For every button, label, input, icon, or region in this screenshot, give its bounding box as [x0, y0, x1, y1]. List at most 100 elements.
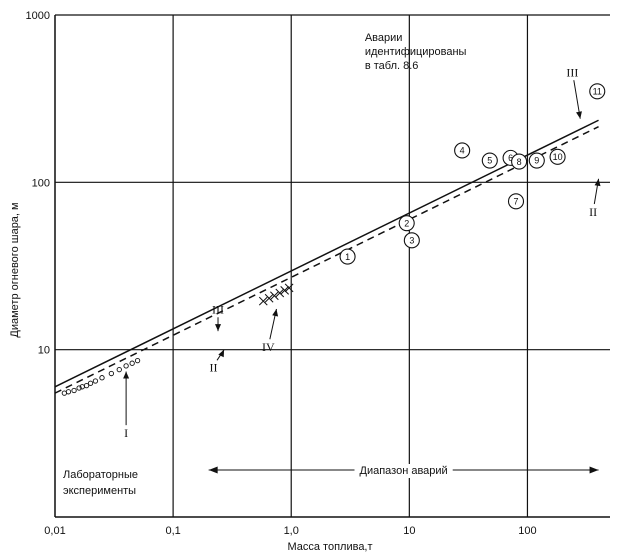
labelled-point-9: 9	[528, 152, 545, 169]
x-tick-label: 0,01	[44, 525, 65, 537]
x-axis-label: Масса топлива,т	[287, 541, 372, 553]
arrow-head	[218, 349, 225, 358]
line-label-IV: IV	[262, 308, 279, 354]
labelled-point-circle	[528, 152, 545, 169]
point-series-IV	[270, 291, 279, 301]
point-series-I	[129, 360, 135, 366]
labelled-point-3: 3	[403, 232, 420, 249]
range-arrow-right-head	[589, 466, 599, 474]
lab-note-line: эксперименты	[63, 485, 136, 497]
labelled-point-circle	[511, 153, 528, 170]
line-label-text: II	[210, 361, 218, 375]
accidents-note-line: Аварии	[365, 32, 403, 44]
labelled-point-number: 7	[513, 197, 518, 207]
labelled-point-8: 8	[511, 153, 528, 170]
cross-stroke	[264, 293, 274, 303]
point-series-I	[108, 370, 115, 377]
y-tick-label: 1000	[26, 10, 50, 22]
line-label-text: III	[212, 302, 224, 316]
labelled-point-circle	[589, 83, 606, 100]
point-series-I	[99, 375, 105, 381]
line-label-II: II	[589, 178, 601, 219]
point-series-I	[83, 382, 90, 389]
line-label-text: I	[124, 426, 128, 440]
point-series-IV	[258, 296, 268, 306]
labelled-point-7: 7	[507, 193, 525, 210]
y-axis-label: Диаметр огневого шара, м	[9, 202, 21, 337]
labelled-point-circle	[398, 215, 415, 232]
line-label-text: II	[589, 205, 597, 219]
labelled-point-number: 3	[409, 236, 414, 246]
labelled-point-circle	[549, 148, 566, 165]
labelled-point-number: 1	[345, 252, 350, 262]
x-tick-label: 100	[518, 525, 536, 537]
x-tick-label: 10	[403, 525, 415, 537]
axis-ticks: 0,01 0,1 1,0 10 100 10 100 1000	[26, 10, 537, 537]
cross-stroke	[284, 283, 294, 293]
cross-stroke	[280, 286, 290, 295]
cross-stroke	[270, 291, 279, 301]
point-series-I	[116, 366, 122, 373]
range-arrow-left-head	[208, 466, 218, 474]
labelled-point-circle	[454, 142, 471, 159]
line-label-III: III	[566, 65, 582, 119]
arrow-head	[594, 178, 601, 187]
arrow-head	[272, 308, 279, 317]
labelled-point-number: 8	[517, 157, 522, 167]
arrow-head	[123, 371, 130, 379]
labelled-point-2: 2	[398, 215, 415, 232]
grid	[54, 14, 610, 517]
point-series-IV	[284, 283, 294, 293]
line-label-text: IV	[262, 340, 275, 354]
point-series-I	[123, 363, 129, 369]
labelled-point-number: 4	[460, 146, 465, 156]
labelled-point-number: 5	[487, 156, 492, 166]
annotations: Аварии идентифицированы в табл. 8.6 Лаборат…	[63, 32, 599, 497]
range-label-bg	[354, 464, 453, 478]
arrow-head	[215, 324, 222, 332]
cross-stroke	[258, 296, 268, 306]
labelled-point-11: 11	[589, 83, 606, 100]
labelled-point-circle	[339, 248, 356, 265]
accidents-note-line: идентифицированы	[365, 46, 467, 58]
cross-stroke	[275, 288, 285, 298]
point-series-IV	[275, 288, 285, 298]
labelled-point-number: 9	[534, 156, 539, 166]
labelled-point-5: 5	[481, 152, 498, 169]
series-line-II	[54, 126, 599, 394]
range-label: Диапазон аварий	[360, 465, 448, 477]
labelled-point-10: 10	[549, 148, 566, 165]
line-label-III: III	[212, 302, 224, 332]
point-series-I	[134, 357, 141, 364]
lab-note-line: Лабораторные	[63, 469, 138, 481]
point-series-I	[65, 389, 72, 395]
arrow-head	[576, 111, 582, 119]
labelled-point-circle	[481, 152, 498, 169]
labelled-point-number: 10	[553, 152, 563, 162]
point-series-I	[71, 387, 77, 394]
point-series-I	[87, 380, 94, 386]
labelled-point-number: 2	[404, 218, 409, 228]
line-label-II: II	[210, 349, 225, 375]
x-tick-label: 1,0	[284, 525, 299, 537]
labelled-point-1: 1	[339, 248, 356, 265]
labelled-point-circle	[403, 232, 420, 249]
point-series-IV	[264, 293, 274, 303]
line-label-text: III	[566, 65, 578, 79]
point-series-I	[76, 385, 82, 391]
x-tick-label: 0,1	[165, 525, 180, 537]
plot-frame	[54, 15, 610, 518]
labelled-point-number: 6	[508, 153, 513, 163]
labelled-point-4: 4	[454, 142, 471, 159]
labelled-point-circle	[507, 193, 525, 210]
point-series-IV	[280, 286, 290, 295]
point-series-I	[92, 378, 99, 384]
labelled-point-number: 11	[593, 86, 602, 96]
y-tick-label: 100	[32, 177, 50, 189]
line-label-I: I	[123, 371, 130, 440]
y-tick-label: 10	[38, 345, 50, 357]
accidents-note-line: в табл. 8.6	[365, 60, 419, 72]
